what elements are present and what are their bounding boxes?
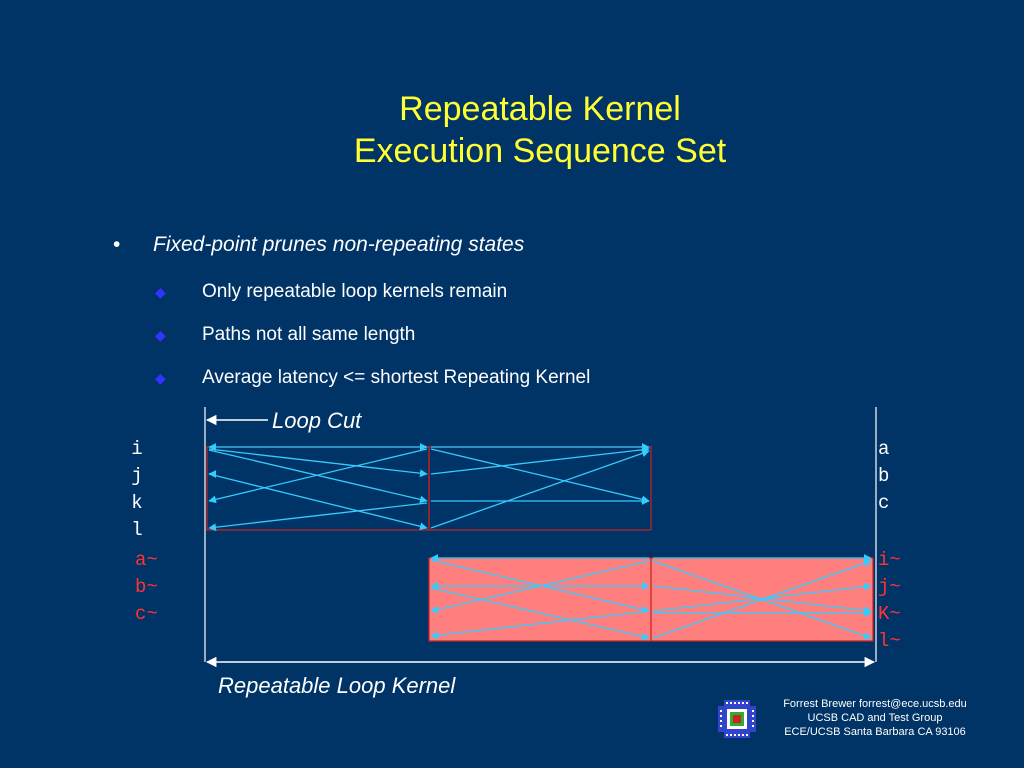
- stage2-arrows: [430, 443, 650, 529]
- state-label: a: [878, 438, 889, 460]
- state-label: c: [878, 492, 889, 514]
- state-label: a~: [135, 549, 158, 571]
- kernel-box-left: [428, 557, 652, 642]
- slide-title: Repeatable Kernel Execution Sequence Set: [0, 88, 1024, 172]
- state-label: j~: [878, 576, 901, 598]
- sub-bullet-text: Paths not all same length: [202, 324, 416, 345]
- state-label: b: [878, 465, 889, 487]
- state-label: l: [131, 519, 142, 541]
- left-state-labels: i j k l: [131, 438, 142, 541]
- ucsb-logo-icon: [718, 700, 756, 738]
- state-label: i~: [878, 549, 901, 571]
- state-label: l~: [878, 630, 901, 652]
- sub-bullet-text: Only repeatable loop kernels remain: [202, 281, 508, 302]
- state-label: c~: [135, 603, 158, 625]
- left-tilde-labels: a~ b~ c~: [135, 549, 158, 625]
- footer-credits: Forrest Brewer forrest@ece.ucsb.edu UCSB…: [770, 697, 980, 739]
- bullet-dot-icon: •: [113, 233, 121, 256]
- footer-line-1: Forrest Brewer forrest@ece.ucsb.edu: [783, 698, 967, 710]
- right-tilde-labels: i~ j~ K~ l~: [878, 549, 901, 652]
- state-label: K~: [878, 603, 901, 625]
- bullet-list: • Fixed-point prunes non-repeating state…: [113, 233, 591, 388]
- kernel-stage2-arrows: [652, 554, 872, 640]
- state-label: k: [131, 492, 142, 514]
- loop-cut-label: Loop Cut: [272, 408, 362, 433]
- footer-line-3: ECE/UCSB Santa Barbara CA 93106: [784, 726, 966, 738]
- diamond-bullet-icon: ◆: [155, 327, 166, 343]
- title-line-2: Execution Sequence Set: [353, 132, 727, 170]
- stage1-arrows: [208, 443, 428, 532]
- sub-bullet-text: Average latency <= shortest Repeating Ke…: [202, 367, 591, 388]
- repeatable-kernel-label: Repeatable Loop Kernel: [218, 673, 456, 698]
- diamond-bullet-icon: ◆: [155, 370, 166, 386]
- state-label: i: [131, 438, 142, 460]
- bullet-main-text: Fixed-point prunes non-repeating states: [153, 233, 525, 256]
- diamond-bullet-icon: ◆: [155, 284, 166, 300]
- state-label: b~: [135, 576, 158, 598]
- footer-line-2: UCSB CAD and Test Group: [807, 712, 943, 724]
- title-line-1: Repeatable Kernel: [399, 90, 681, 128]
- kernel-stage1-arrows: [430, 554, 650, 641]
- top-box-left: [206, 446, 430, 531]
- right-state-labels: a b c: [878, 438, 889, 514]
- state-label: j: [131, 465, 142, 487]
